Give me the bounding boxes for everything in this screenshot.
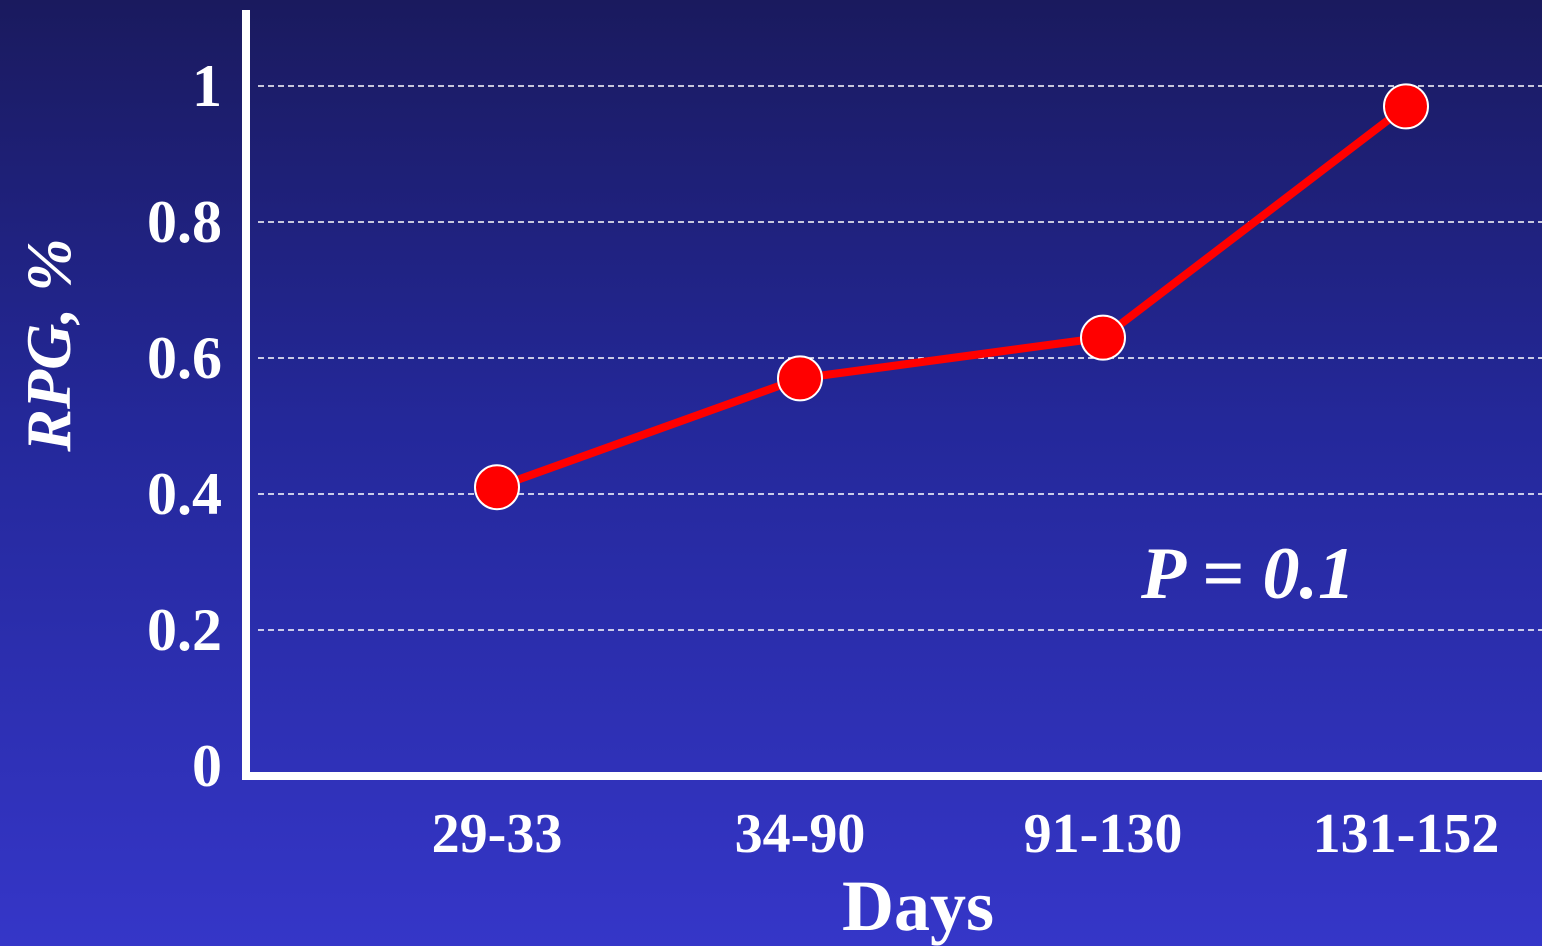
y-tick-label: 0.6 xyxy=(147,325,222,391)
series-line xyxy=(495,103,1409,491)
y-tick-label: 0.8 xyxy=(147,189,222,255)
y-tick-label: 1 xyxy=(192,53,222,119)
y-tick-label: 0.4 xyxy=(147,461,222,527)
y-tick-label: 0.2 xyxy=(147,597,222,663)
x-axis-title: Days xyxy=(842,866,994,946)
p-value-annotation: P = 0.1 xyxy=(1140,533,1355,615)
series xyxy=(474,83,1429,511)
y-tick-label: 0 xyxy=(192,733,222,799)
x-tick-labels: 29-33 34-90 91-130 131-152 xyxy=(432,803,1500,865)
data-point xyxy=(1080,314,1126,361)
x-tick-label: 34-90 xyxy=(735,803,866,865)
gridlines xyxy=(258,85,1542,631)
data-point xyxy=(1383,83,1429,130)
x-tick-label: 131-152 xyxy=(1313,803,1500,865)
y-tick-labels: 0 0.2 0.4 0.6 0.8 1 xyxy=(147,53,222,799)
data-point xyxy=(474,464,520,511)
y-axis-title: RPG, % xyxy=(13,238,84,452)
axes xyxy=(242,10,1542,780)
x-tick-label: 91-130 xyxy=(1024,803,1183,865)
data-point xyxy=(777,355,823,402)
x-tick-label: 29-33 xyxy=(432,803,563,865)
